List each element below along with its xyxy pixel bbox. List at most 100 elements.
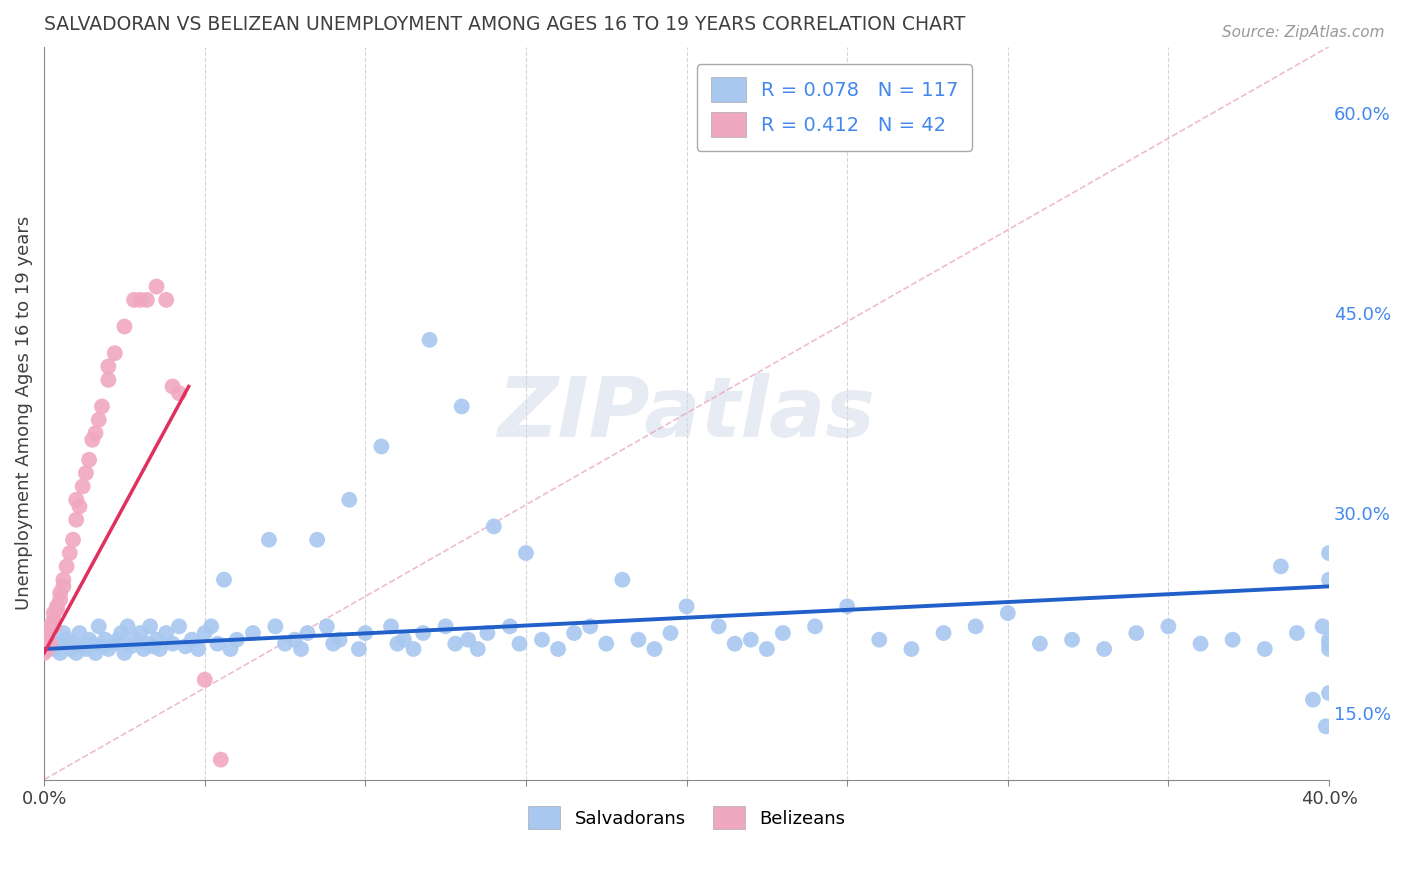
Legend: Salvadorans, Belizeans: Salvadorans, Belizeans bbox=[520, 799, 853, 837]
Point bbox=[117, 619, 139, 633]
Point bbox=[412, 626, 434, 640]
Point bbox=[65, 646, 87, 660]
Point bbox=[72, 640, 94, 654]
Point bbox=[135, 293, 157, 307]
Point bbox=[284, 632, 307, 647]
Text: SALVADORAN VS BELIZEAN UNEMPLOYMENT AMONG AGES 16 TO 19 YEARS CORRELATION CHART: SALVADORAN VS BELIZEAN UNEMPLOYMENT AMON… bbox=[44, 15, 966, 34]
Point bbox=[39, 637, 62, 651]
Point bbox=[515, 546, 537, 560]
Point bbox=[1270, 559, 1292, 574]
Point bbox=[75, 642, 97, 657]
Point bbox=[52, 573, 75, 587]
Text: Source: ZipAtlas.com: Source: ZipAtlas.com bbox=[1222, 25, 1385, 40]
Point bbox=[129, 626, 152, 640]
Point bbox=[42, 613, 65, 627]
Point bbox=[868, 632, 890, 647]
Point bbox=[145, 632, 167, 647]
Point bbox=[59, 546, 82, 560]
Point bbox=[167, 619, 190, 633]
Point bbox=[219, 642, 242, 657]
Point bbox=[200, 619, 222, 633]
Point bbox=[643, 642, 665, 657]
Point bbox=[387, 637, 409, 651]
Point bbox=[77, 632, 100, 647]
Point bbox=[37, 626, 59, 640]
Point bbox=[194, 626, 217, 640]
Point bbox=[402, 642, 425, 657]
Point bbox=[627, 632, 650, 647]
Point bbox=[42, 619, 65, 633]
Point bbox=[322, 637, 344, 651]
Point bbox=[129, 293, 152, 307]
Y-axis label: Unemployment Among Ages 16 to 19 years: Unemployment Among Ages 16 to 19 years bbox=[15, 216, 32, 610]
Point bbox=[347, 642, 370, 657]
Point bbox=[55, 559, 77, 574]
Point bbox=[315, 619, 337, 633]
Point bbox=[69, 500, 91, 514]
Point bbox=[1317, 642, 1340, 657]
Point bbox=[707, 619, 730, 633]
Point bbox=[32, 646, 55, 660]
Point bbox=[1315, 719, 1337, 733]
Point bbox=[207, 637, 229, 651]
Point bbox=[52, 626, 75, 640]
Point bbox=[90, 400, 112, 414]
Point bbox=[112, 319, 135, 334]
Point bbox=[104, 637, 127, 651]
Point bbox=[1317, 686, 1340, 700]
Point bbox=[337, 492, 360, 507]
Point bbox=[380, 619, 402, 633]
Point bbox=[87, 413, 110, 427]
Point bbox=[1317, 573, 1340, 587]
Point bbox=[180, 632, 202, 647]
Point bbox=[900, 642, 922, 657]
Text: ZIPatlas: ZIPatlas bbox=[498, 373, 876, 454]
Point bbox=[659, 626, 682, 640]
Point bbox=[122, 632, 145, 647]
Point bbox=[450, 400, 472, 414]
Point bbox=[97, 642, 120, 657]
Point bbox=[55, 632, 77, 647]
Point bbox=[509, 637, 531, 651]
Point bbox=[837, 599, 859, 614]
Point bbox=[1317, 632, 1340, 647]
Point bbox=[122, 293, 145, 307]
Point bbox=[49, 586, 72, 600]
Point bbox=[434, 619, 457, 633]
Point bbox=[149, 642, 172, 657]
Point bbox=[84, 426, 107, 441]
Point bbox=[242, 626, 264, 640]
Point bbox=[354, 626, 377, 640]
Point bbox=[62, 637, 84, 651]
Point bbox=[225, 632, 247, 647]
Point bbox=[174, 640, 197, 654]
Point bbox=[1285, 626, 1308, 640]
Point bbox=[530, 632, 553, 647]
Point bbox=[444, 637, 467, 651]
Point bbox=[997, 606, 1019, 620]
Point bbox=[595, 637, 617, 651]
Point bbox=[87, 619, 110, 633]
Point bbox=[194, 673, 217, 687]
Point bbox=[257, 533, 280, 547]
Point bbox=[187, 642, 209, 657]
Point bbox=[110, 626, 132, 640]
Point bbox=[274, 637, 297, 651]
Point bbox=[457, 632, 479, 647]
Point bbox=[579, 619, 602, 633]
Point bbox=[419, 333, 441, 347]
Point bbox=[1302, 692, 1324, 706]
Point bbox=[135, 637, 157, 651]
Point bbox=[740, 632, 762, 647]
Point bbox=[965, 619, 987, 633]
Point bbox=[772, 626, 794, 640]
Point bbox=[499, 619, 522, 633]
Point bbox=[1029, 637, 1052, 651]
Point bbox=[42, 606, 65, 620]
Point bbox=[62, 533, 84, 547]
Point bbox=[1317, 546, 1340, 560]
Point bbox=[290, 642, 312, 657]
Point bbox=[297, 626, 319, 640]
Point bbox=[162, 379, 184, 393]
Point bbox=[467, 642, 489, 657]
